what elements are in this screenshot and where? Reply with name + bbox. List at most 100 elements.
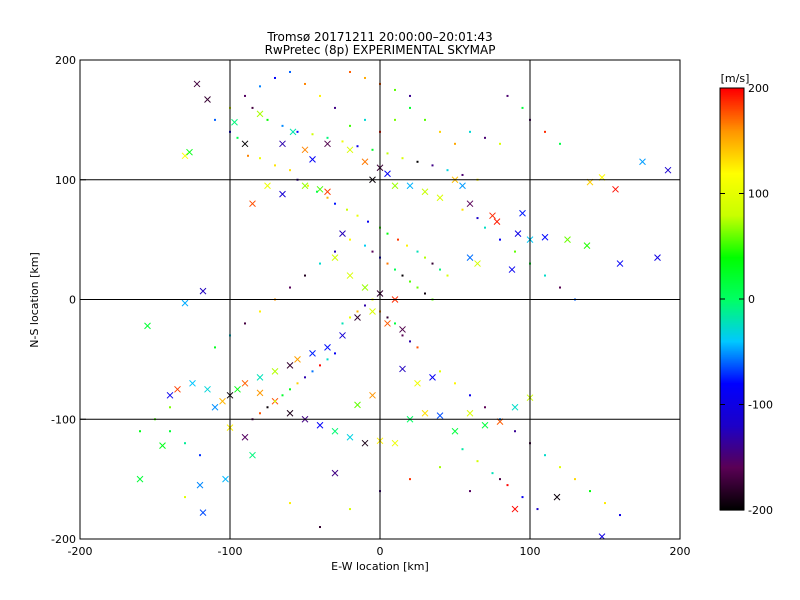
x-tick-label: 0	[377, 545, 384, 558]
scatter-cross	[339, 332, 346, 339]
scatter-cross	[241, 433, 249, 441]
scatter-cross	[211, 403, 219, 411]
colorbar-band	[720, 472, 744, 475]
scatter-cross	[324, 188, 331, 196]
colorbar-band	[720, 336, 744, 339]
x-tick-label: 200	[670, 545, 691, 558]
scatter-cross	[256, 373, 264, 381]
scatter-dot	[356, 145, 359, 148]
colorbar-band	[720, 496, 744, 499]
colorbar-band	[720, 446, 744, 449]
colorbar-band	[720, 186, 744, 189]
colorbar-band	[720, 330, 744, 333]
colorbar-band	[720, 416, 744, 419]
scatter-cross	[399, 365, 406, 373]
colorbar-band	[720, 282, 744, 285]
colorbar-band	[720, 138, 744, 141]
scatter-cross	[421, 188, 429, 196]
scatter-dot	[341, 140, 344, 143]
colorbar-band	[720, 234, 744, 237]
scatter-dot	[454, 382, 456, 385]
colorbar-band	[720, 238, 744, 241]
scatter-dot	[169, 430, 171, 433]
colorbar-band	[720, 334, 744, 337]
colorbar-band	[720, 296, 744, 299]
scatter-dot	[364, 304, 366, 307]
scatter-dot	[394, 88, 396, 91]
scatter-dot	[574, 478, 576, 481]
colorbar-band	[720, 218, 744, 221]
scatter-dot	[431, 164, 434, 167]
scatter-cross	[249, 200, 256, 208]
scatter-dot	[416, 346, 419, 349]
scatter-dot	[394, 322, 396, 325]
scatter-cross	[331, 427, 339, 435]
colorbar-band	[720, 314, 744, 317]
scatter-dot	[304, 376, 306, 379]
colorbar-band	[720, 390, 744, 393]
colorbar-band	[720, 300, 744, 303]
colorbar-band	[720, 176, 744, 179]
scatter-dot	[349, 70, 351, 73]
colorbar-band	[720, 392, 744, 395]
colorbar-band	[720, 120, 744, 123]
scatter-dot	[346, 208, 348, 211]
colorbar-band	[720, 110, 744, 113]
scatter-dot	[304, 274, 306, 277]
colorbar-band	[720, 118, 744, 121]
scatter-cross	[399, 326, 406, 333]
scatter-cross	[654, 254, 661, 261]
scatter-dot	[307, 184, 309, 187]
y-tick-label: -100	[51, 413, 76, 426]
colorbar-band	[720, 230, 744, 233]
colorbar-band	[720, 298, 744, 301]
scatter-dot	[259, 85, 261, 88]
scatter-cross	[361, 439, 369, 447]
colorbar-band	[720, 428, 744, 431]
scatter-cross	[256, 389, 264, 397]
scatter-dot	[401, 334, 404, 337]
scatter-dot	[416, 160, 419, 163]
scatter-dot	[394, 268, 396, 271]
colorbar-band	[720, 474, 744, 477]
colorbar-band	[720, 382, 744, 385]
colorbar-band	[720, 368, 744, 371]
scatter-dot	[409, 478, 411, 481]
scatter-dot	[521, 106, 524, 109]
colorbar-band	[720, 144, 744, 147]
scatter-dot	[409, 280, 411, 283]
scatter-dot	[326, 136, 329, 139]
scatter-cross	[354, 314, 361, 321]
scatter-dot	[349, 316, 351, 319]
scatter-dot	[319, 364, 321, 367]
colorbar-band	[720, 112, 744, 115]
colorbar-tick-label: 200	[748, 82, 769, 95]
colorbar-band	[720, 310, 744, 313]
scatter-cross	[451, 427, 459, 435]
colorbar-band	[720, 216, 744, 219]
scatter-dot	[356, 310, 359, 313]
x-ticks: -200 -100 0 100 200	[68, 533, 691, 558]
scatter-dot	[386, 262, 389, 265]
colorbar-band	[720, 174, 744, 177]
scatter-cross	[346, 272, 354, 279]
scatter-dot	[446, 274, 449, 277]
colorbar-band	[720, 104, 744, 107]
scatter-dot	[469, 130, 471, 133]
colorbar: [m/s] 200 100 0 -100 -200	[719, 72, 773, 517]
scatter-dot	[401, 274, 404, 277]
colorbar-band	[720, 108, 744, 111]
x-axis-label: E-W location [km]	[331, 560, 429, 573]
scatter-dot	[559, 286, 561, 289]
scatter-cross	[159, 442, 166, 449]
scatter-cross	[166, 391, 174, 399]
colorbar-band	[720, 166, 744, 169]
scatter-cross	[583, 242, 591, 249]
scatter-cross	[511, 505, 519, 513]
colorbar-band	[720, 292, 744, 295]
scatter-cross	[436, 412, 444, 420]
scatter-cross	[309, 350, 316, 357]
colorbar-band	[720, 324, 744, 327]
colorbar-band	[720, 130, 744, 133]
